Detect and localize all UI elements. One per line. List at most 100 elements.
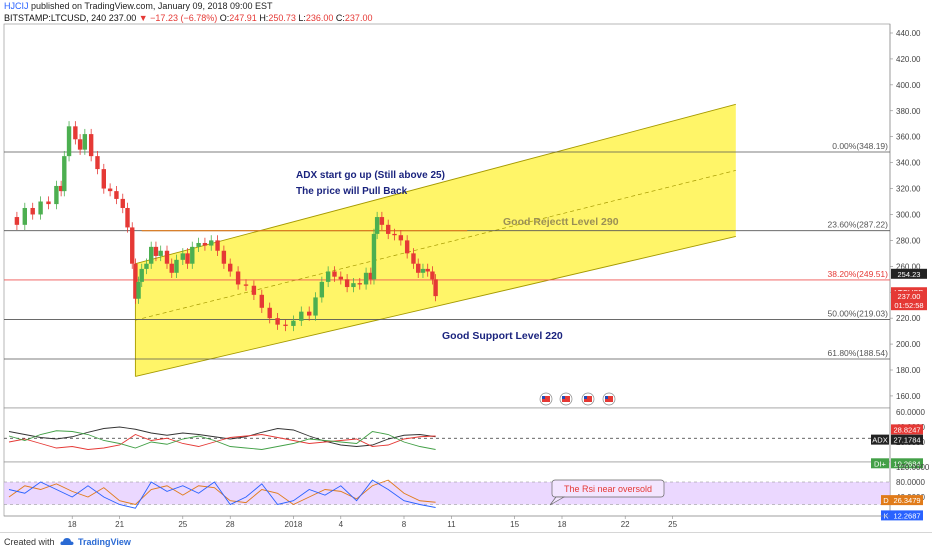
- candle: [411, 253, 416, 264]
- rsi-badge: D: [881, 495, 891, 506]
- time-tick-label: 18: [558, 520, 567, 529]
- candle: [416, 263, 421, 273]
- adx-pane-frame: [3, 407, 891, 463]
- price-tick-label: 200.00: [896, 340, 921, 349]
- footer-bar: Created with TradingView: [0, 532, 932, 551]
- adx-badge: 10.2684: [891, 458, 923, 469]
- candle: [153, 246, 159, 256]
- adx-badge-label: DI+: [874, 459, 887, 468]
- event-flag-canton: [584, 396, 587, 399]
- adx-badge-label: 28.8247: [893, 425, 920, 434]
- open-value: 247.91: [229, 13, 257, 23]
- candle: [149, 246, 154, 264]
- candle: [386, 224, 391, 234]
- candle: [243, 284, 249, 286]
- rsi-series-k: [8, 479, 436, 509]
- candle: [136, 281, 141, 299]
- rsi-callout: The Rsi near oversold: [549, 479, 665, 506]
- price-tick-label: 280.00: [896, 236, 921, 245]
- event-flag-canton: [605, 396, 608, 399]
- price-badge: 237.00: [891, 291, 927, 302]
- candle: [22, 207, 27, 225]
- candle: [338, 276, 343, 280]
- time-tick-label: 4: [339, 520, 344, 529]
- candle: [95, 156, 100, 170]
- rsi-tick-label: 80.0000: [896, 478, 925, 487]
- candle: [307, 311, 312, 316]
- candle: [30, 207, 35, 215]
- price-tick-label: 180.00: [896, 366, 921, 375]
- candle: [190, 246, 195, 264]
- candles: [14, 121, 438, 332]
- adx-badge-bg: [891, 434, 923, 445]
- candle: [363, 272, 369, 285]
- candle: [101, 169, 106, 189]
- tradingview-brand[interactable]: TradingView: [78, 537, 131, 547]
- time-tick-label: 22: [621, 520, 630, 529]
- time-tick-label: 25: [668, 520, 677, 529]
- price-badge-label: 237.00: [898, 292, 921, 301]
- candle: [392, 233, 397, 236]
- price-change: ▼ −17.23 (−6.78%): [138, 13, 218, 23]
- adx-badge: 28.8247: [891, 424, 923, 435]
- candle: [374, 217, 380, 234]
- candle: [379, 217, 385, 225]
- price-tick-label: 360.00: [896, 133, 921, 142]
- adx-badge: 27.1784: [891, 434, 923, 445]
- candle: [174, 259, 179, 273]
- candle: [158, 250, 163, 256]
- rsi-badge-label: D: [883, 496, 889, 505]
- candle: [196, 242, 201, 247]
- candle: [46, 201, 51, 205]
- candle: [133, 263, 138, 299]
- rsi-badge-bg: [891, 510, 923, 521]
- candle: [209, 240, 214, 246]
- price-tick-label: 420.00: [896, 55, 921, 64]
- tradingview-cloud-icon: [60, 538, 74, 545]
- adx-badge-bg: [891, 424, 923, 435]
- rsi-badge: K: [881, 510, 891, 521]
- adx-series-adx: [8, 426, 436, 447]
- candle: [107, 188, 113, 192]
- price-tick-label: 440.00: [896, 29, 921, 38]
- adx-badge-bg: [871, 434, 889, 445]
- price-tick-label: 160.00: [896, 392, 921, 401]
- time-tick-label: 21: [115, 520, 124, 529]
- publisher-username[interactable]: HJCIJ: [4, 1, 29, 11]
- candle: [267, 307, 272, 319]
- fib-level-label: 23.60%(287.22): [828, 220, 889, 230]
- event-flag-stripe: [542, 396, 550, 402]
- annotation-adx: ADX start go up (Still above 25): [296, 170, 445, 181]
- event-flag-icon: [581, 392, 595, 406]
- publish-header: HJCIJ published on TradingView.com, Janu…: [0, 0, 932, 12]
- annotation-pullback: The price will Pull Back: [296, 186, 408, 197]
- price-tick-label: 400.00: [896, 81, 921, 90]
- candle: [319, 281, 325, 298]
- event-flag-stripe: [562, 396, 570, 402]
- symbol-label[interactable]: BITSTAMP:LTCUSD, 240: [4, 13, 107, 23]
- candle: [169, 263, 174, 273]
- low-value: 236.00: [305, 13, 334, 23]
- candle: [299, 311, 304, 321]
- candle: [228, 263, 233, 272]
- price-badge-bg: [891, 300, 927, 311]
- rsi-band-fill: [4, 482, 890, 505]
- candle: [221, 250, 227, 264]
- candle: [332, 271, 337, 277]
- candle: [433, 279, 438, 297]
- candle: [283, 324, 288, 326]
- candle: [398, 235, 404, 241]
- candle: [251, 285, 257, 295]
- publish-line: HJCIJ published on TradingView.com, Janu…: [4, 1, 273, 12]
- event-flag-canton: [562, 396, 565, 399]
- rsi-badge: 12.2687: [891, 510, 923, 521]
- high-value: 250.73: [268, 13, 296, 23]
- rsi-callout-text: The Rsi near oversold: [564, 484, 652, 494]
- price-badge-bg: [891, 291, 927, 302]
- event-flag-icon: [559, 392, 573, 406]
- adx-badge: ADX: [871, 434, 889, 445]
- price-tick-label: 380.00: [896, 107, 921, 116]
- candle: [275, 318, 280, 325]
- price-channel-fill: [135, 104, 736, 377]
